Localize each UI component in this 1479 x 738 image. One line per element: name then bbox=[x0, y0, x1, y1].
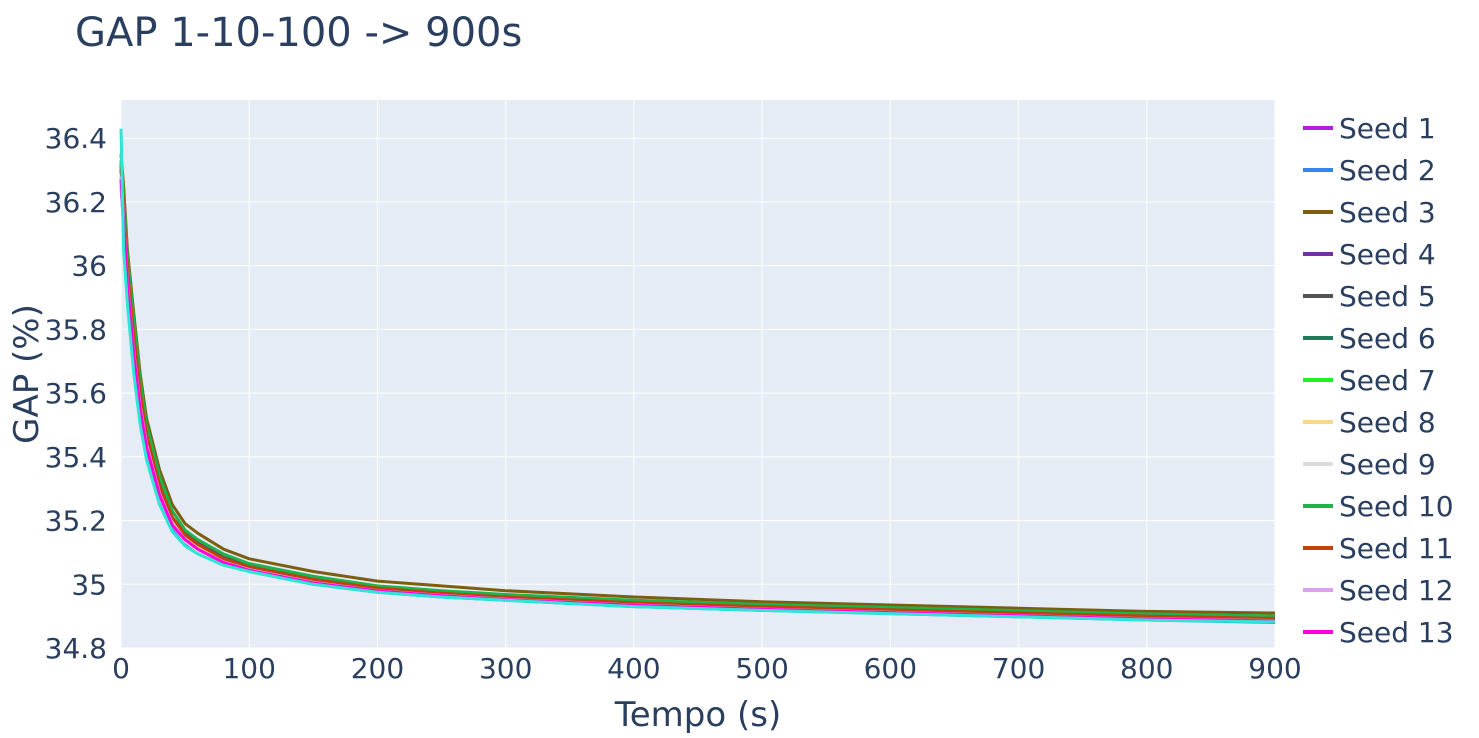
legend-label: Seed 4 bbox=[1339, 238, 1436, 271]
y-tick-label: 36.2 bbox=[45, 186, 107, 219]
series-line-14 bbox=[119, 128, 1276, 624]
legend-label: Seed 1 bbox=[1339, 112, 1436, 145]
y-tick-label: 34.8 bbox=[45, 632, 107, 665]
legend-item[interactable]: Seed 1 bbox=[1303, 112, 1436, 145]
legend-item[interactable]: Seed 2 bbox=[1303, 154, 1436, 187]
legend-label: Seed 8 bbox=[1339, 406, 1436, 439]
legend-label: Seed 12 bbox=[1339, 574, 1454, 607]
legend-item[interactable]: Seed 9 bbox=[1303, 448, 1436, 481]
y-tick-label: 35.4 bbox=[45, 441, 107, 474]
legend-label: Seed 6 bbox=[1339, 322, 1436, 355]
x-tick-label: 200 bbox=[351, 652, 404, 685]
x-tick-label: 700 bbox=[992, 652, 1045, 685]
grid-x bbox=[120, 100, 1276, 648]
legend-label: Seed 3 bbox=[1339, 196, 1436, 229]
legend-item[interactable]: Seed 6 bbox=[1303, 322, 1436, 355]
y-tick-label: 35 bbox=[71, 568, 107, 601]
x-axis-label: Tempo (s) bbox=[614, 695, 781, 735]
legend-label: Seed 10 bbox=[1339, 490, 1454, 523]
x-tick-label: 100 bbox=[222, 652, 275, 685]
x-tick-label: 800 bbox=[1120, 652, 1173, 685]
x-tick-label: 900 bbox=[1248, 652, 1301, 685]
x-tick-label: 300 bbox=[479, 652, 532, 685]
x-tick-label: 400 bbox=[607, 652, 660, 685]
legend-item[interactable]: Seed 13 bbox=[1303, 616, 1454, 649]
legend-item[interactable]: Seed 7 bbox=[1303, 364, 1436, 397]
y-tick-label: 36.4 bbox=[45, 122, 107, 155]
x-tick-label: 600 bbox=[864, 652, 917, 685]
legend-label: Seed 5 bbox=[1339, 280, 1436, 313]
y-tick-label: 35.8 bbox=[45, 313, 107, 346]
legend-item[interactable]: Seed 12 bbox=[1303, 574, 1454, 607]
legend-label: Seed 7 bbox=[1339, 364, 1436, 397]
legend-item[interactable]: Seed 5 bbox=[1303, 280, 1436, 313]
legend[interactable]: Seed 1 Seed 2 Seed 3 Seed 4 Seed 5 Seed 6 Seed… bbox=[1303, 112, 1454, 649]
legend-label: Seed 11 bbox=[1339, 532, 1454, 565]
plot-area bbox=[121, 100, 1275, 648]
x-tick-labels: 0 100 200 300 400 500 600 700 800 900 bbox=[112, 652, 1302, 685]
legend-label: Seed 2 bbox=[1339, 154, 1436, 187]
x-tick-label: 500 bbox=[735, 652, 788, 685]
series-line-11 bbox=[119, 166, 1276, 620]
legend-label: Seed 9 bbox=[1339, 448, 1436, 481]
y-tick-labels: 34.8 35 35.2 35.4 35.6 35.8 36 36.2 36.4 bbox=[45, 122, 107, 665]
legend-item[interactable]: Seed 4 bbox=[1303, 238, 1436, 271]
x-tick-label: 0 bbox=[112, 652, 130, 685]
y-tick-label: 35.2 bbox=[45, 505, 107, 538]
y-axis-label: GAP (%) bbox=[7, 304, 47, 444]
grid-y bbox=[121, 137, 1275, 649]
chart-title: GAP 1-10-100 -> 900s bbox=[75, 10, 523, 56]
legend-item[interactable]: Seed 3 bbox=[1303, 196, 1436, 229]
series-group bbox=[119, 128, 1276, 624]
legend-item[interactable]: Seed 11 bbox=[1303, 532, 1454, 565]
y-tick-label: 36 bbox=[71, 250, 107, 283]
legend-item[interactable]: Seed 8 bbox=[1303, 406, 1436, 439]
legend-item[interactable]: Seed 10 bbox=[1303, 490, 1454, 523]
series-line-10 bbox=[119, 160, 1276, 618]
y-tick-label: 35.6 bbox=[45, 377, 107, 410]
legend-label: Seed 13 bbox=[1339, 616, 1454, 649]
